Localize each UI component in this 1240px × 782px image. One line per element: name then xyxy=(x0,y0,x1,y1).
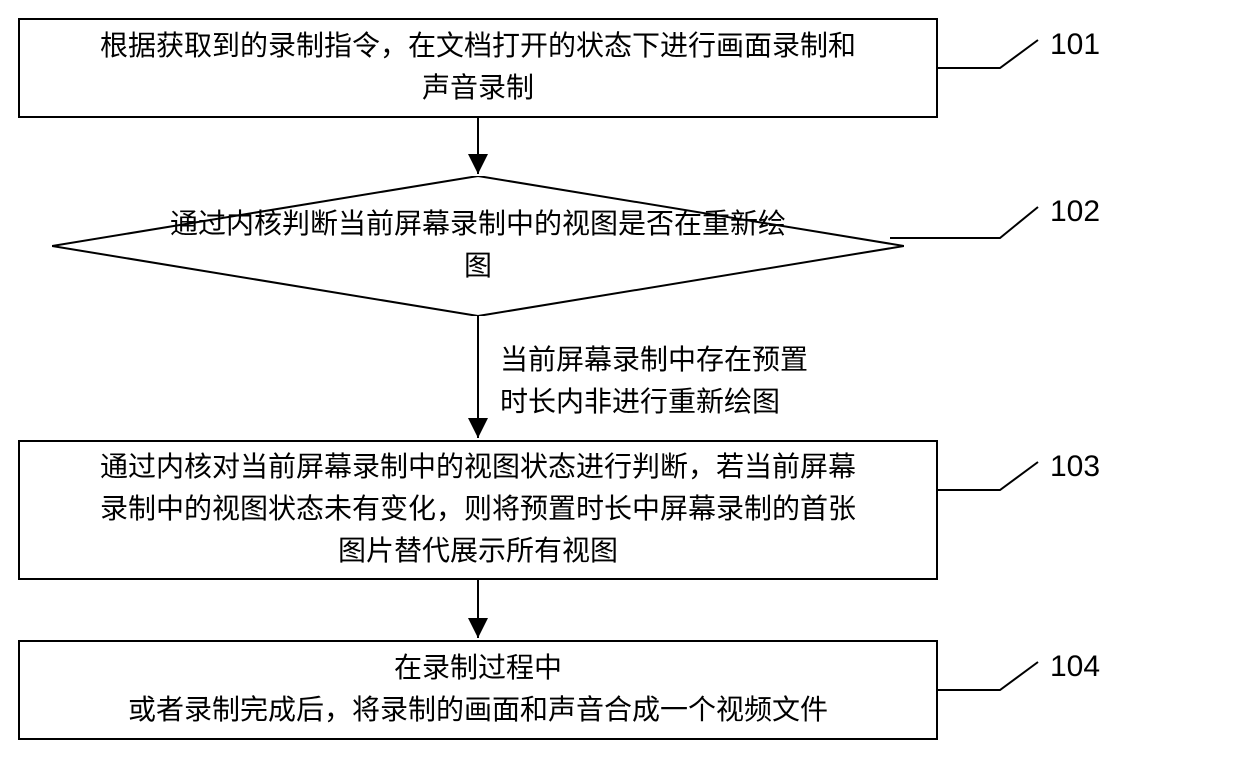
edge-label-102-103: 当前屏幕录制中存在预置 时长内非进行重新绘图 xyxy=(500,340,808,424)
